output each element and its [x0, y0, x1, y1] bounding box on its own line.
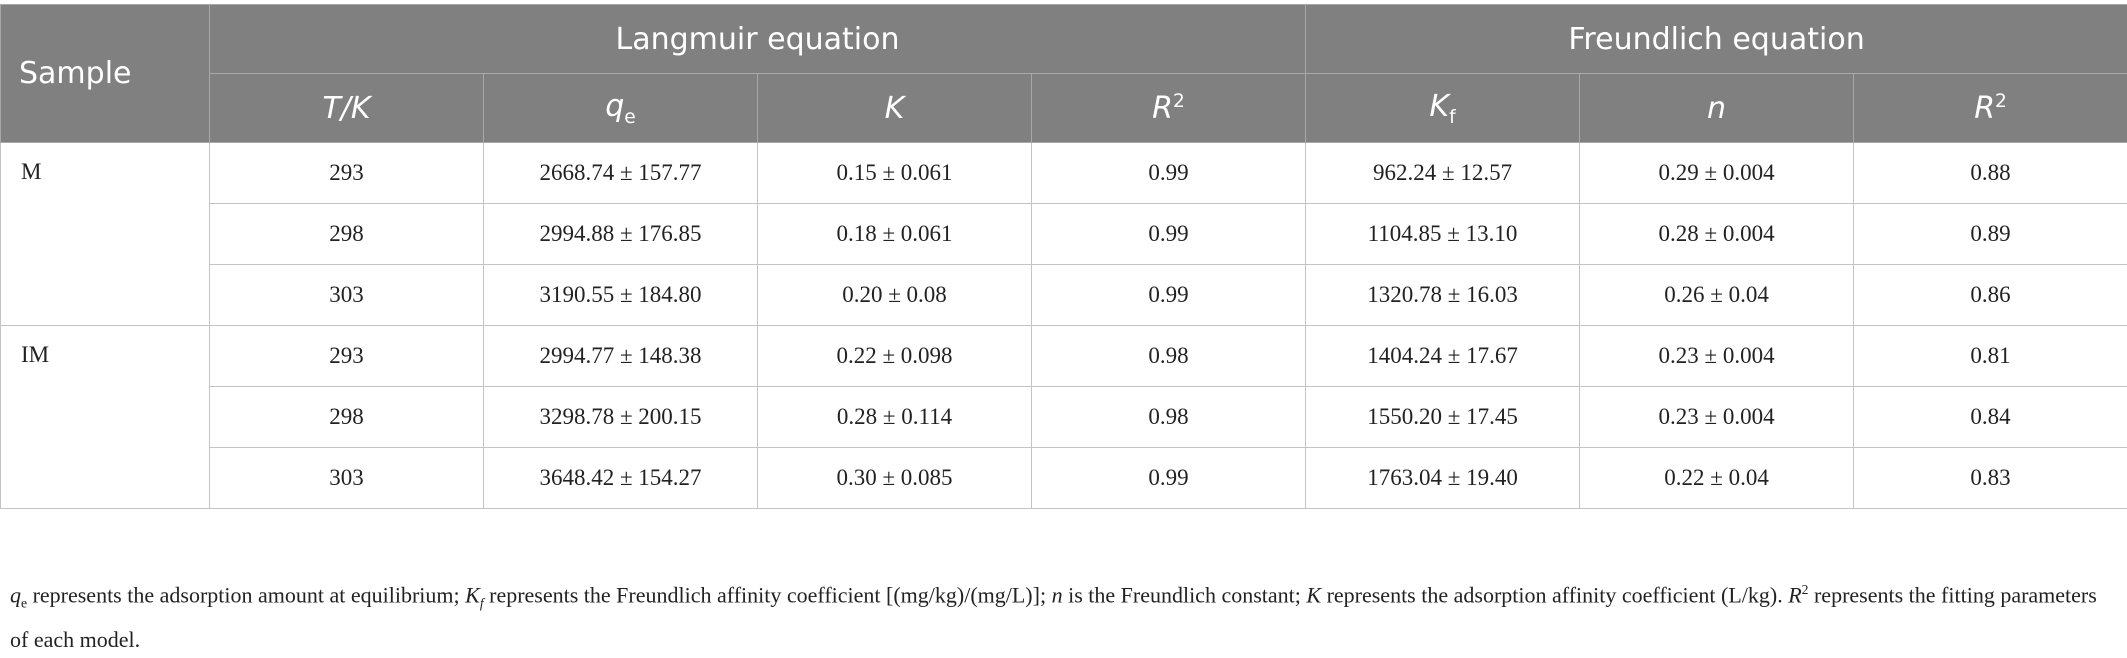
- cell: 303: [210, 265, 484, 326]
- cell: 2668.74 ± 157.77: [484, 143, 758, 204]
- cell: 1104.85 ± 13.10: [1306, 204, 1580, 265]
- cell: 2994.88 ± 176.85: [484, 204, 758, 265]
- cell: 293: [210, 326, 484, 387]
- cell: 1320.78 ± 16.03: [1306, 265, 1580, 326]
- symbol: R: [1152, 91, 1173, 126]
- symbol: q: [605, 89, 624, 124]
- header-sample: Sample: [1, 5, 210, 143]
- note-text: represents the adsorption affinity coeff…: [1321, 582, 1788, 607]
- symbol: n: [1707, 91, 1726, 126]
- subscript: f: [1449, 107, 1456, 128]
- sample-cell: IM: [1, 326, 210, 509]
- symbol: K: [885, 91, 905, 126]
- symbol: q: [10, 582, 21, 607]
- symbol: K: [1306, 582, 1321, 607]
- cell: 1404.24 ± 17.67: [1306, 326, 1580, 387]
- footnote: qe represents the adsorption amount at e…: [10, 572, 2110, 658]
- cell: 0.99: [1032, 204, 1306, 265]
- sample-cell: M: [1, 143, 210, 326]
- cell: 1550.20 ± 17.45: [1306, 387, 1580, 448]
- cell: 293: [210, 143, 484, 204]
- cell: 298: [210, 387, 484, 448]
- cell: 962.24 ± 12.57: [1306, 143, 1580, 204]
- symbol: K: [465, 582, 480, 607]
- superscript: 2: [1995, 91, 2007, 112]
- symbol: K: [1429, 89, 1449, 124]
- symbol: R: [1788, 582, 1801, 607]
- cell: 3298.78 ± 200.15: [484, 387, 758, 448]
- cell: 2994.77 ± 148.38: [484, 326, 758, 387]
- symbol: R: [1974, 91, 1995, 126]
- cell: 0.30 ± 0.085: [758, 448, 1032, 509]
- cell: 0.22 ± 0.098: [758, 326, 1032, 387]
- cell: 298: [210, 204, 484, 265]
- sub-header: qe: [484, 74, 758, 143]
- note-text: represents the Freundlich affinity coeff…: [484, 582, 1052, 607]
- header-langmuir: Langmuir equation: [210, 5, 1306, 74]
- cell: 0.98: [1032, 387, 1306, 448]
- symbol: n: [1052, 582, 1063, 607]
- sub-header: n: [1580, 74, 1854, 143]
- symbol: T/K: [322, 91, 370, 126]
- cell: 1763.04 ± 19.40: [1306, 448, 1580, 509]
- cell: 0.20 ± 0.08: [758, 265, 1032, 326]
- sub-header: R2: [1854, 74, 2127, 143]
- note-text: is the Freundlich constant;: [1063, 582, 1307, 607]
- results-table: Sample Langmuir equation Freundlich equa…: [0, 4, 2127, 509]
- cell: 3190.55 ± 184.80: [484, 265, 758, 326]
- cell: 0.22 ± 0.04: [1580, 448, 1854, 509]
- cell: 0.98: [1032, 326, 1306, 387]
- sub-header: R2: [1032, 74, 1306, 143]
- cell: 0.28 ± 0.004: [1580, 204, 1854, 265]
- cell: 0.99: [1032, 265, 1306, 326]
- cell: 3648.42 ± 154.27: [484, 448, 758, 509]
- cell: 0.86: [1854, 265, 2127, 326]
- cell: 0.28 ± 0.114: [758, 387, 1032, 448]
- sub-header: Kf: [1306, 74, 1580, 143]
- superscript: 2: [1173, 91, 1185, 112]
- sub-header: T/K: [210, 74, 484, 143]
- cell: 0.99: [1032, 448, 1306, 509]
- cell: 0.84: [1854, 387, 2127, 448]
- cell: 303: [210, 448, 484, 509]
- note-text: represents the adsorption amount at equi…: [27, 582, 465, 607]
- sub-header: K: [758, 74, 1032, 143]
- cell: 0.26 ± 0.04: [1580, 265, 1854, 326]
- cell: 0.29 ± 0.004: [1580, 143, 1854, 204]
- cell: 0.15 ± 0.061: [758, 143, 1032, 204]
- cell: 0.89: [1854, 204, 2127, 265]
- cell: 0.23 ± 0.004: [1580, 387, 1854, 448]
- cell: 0.18 ± 0.061: [758, 204, 1032, 265]
- cell: 0.23 ± 0.004: [1580, 326, 1854, 387]
- header-freundlich: Freundlich equation: [1306, 5, 2127, 74]
- cell: 0.99: [1032, 143, 1306, 204]
- cell: 0.83: [1854, 448, 2127, 509]
- subscript: e: [624, 107, 635, 128]
- cell: 0.88: [1854, 143, 2127, 204]
- cell: 0.81: [1854, 326, 2127, 387]
